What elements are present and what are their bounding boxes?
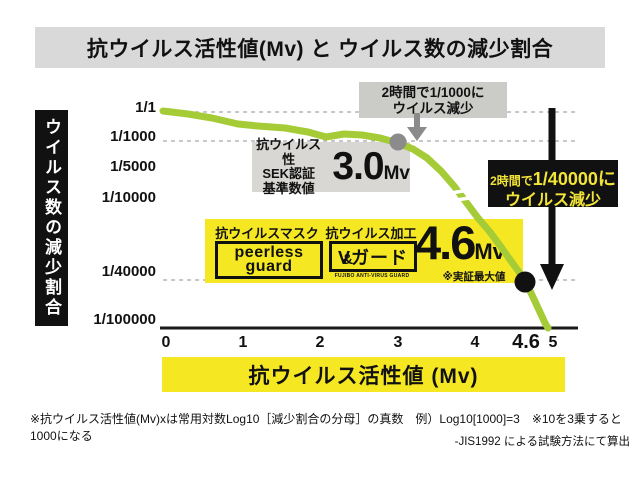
callout-reduction-1000: 2時間で1/1000に ウイルス減少 [359,82,507,118]
x-tick-0: 0 [161,334,171,351]
footnote-jis: -JIS1992 による試験方法にて算出 [454,436,630,448]
y-tick-1-5000: 1/5000 [110,158,156,175]
y-tick-1-100000: 1/100000 [93,311,156,328]
sek-unit: Mv [383,163,410,184]
sek-value-row: 3.0 Mv [332,147,410,187]
sek-standard-box: 抗ウイルス性 SEK認証 基準数値 3.0 Mv [252,137,410,195]
y-tick-1-1: 1/1 [135,99,156,116]
v-guard-logo: Vガード [329,241,417,272]
x-tick-4: 4 [470,334,480,351]
callout-reduction-1000-line2: ウイルス減少 [392,101,474,116]
x-tick-5: 5 [548,334,558,351]
coating-product-label: 抗ウイルス加工 [325,226,417,241]
y-tick-1-1000: 1/1000 [110,128,156,145]
x-axis-label: 抗ウイルス活性値 (Mv) [162,357,565,392]
curve-break-mark-1 [432,186,482,198]
mask-product-label: 抗ウイルスマスク [215,226,319,241]
y-tick-1-40000: 1/40000 [101,263,156,280]
x-tick-2: 2 [315,334,325,351]
x-tick-3: 3 [393,334,403,351]
v-guard-logo-subtext: FUJIBO ANTI-VIRUS GUARD [334,273,410,279]
product-result-box: 抗ウイルスマスク peerless guard & 抗ウイルス加工 Vガード F… [205,217,523,283]
max-value: 4.6 [415,216,476,269]
peerless-guard-logo: peerless guard [215,241,323,279]
x-tick-4-6: 4.6 [512,331,540,353]
sek-value: 3.0 [332,145,384,188]
gray-arrow-head [407,127,427,141]
y-axis-label: ウイルス数の減少割合 [35,110,68,326]
callout-reduction-40000: 2時間で1/40000に ウイルス減少 [488,160,618,209]
page-title: 抗ウイルス活性値(Mv) と ウイルス数の減少割合 [35,27,605,68]
y-tick-1-10000: 1/10000 [101,189,156,206]
sek-standard-text: 抗ウイルス性 SEK認証 基準数値 [256,137,322,196]
max-value-unit: Mv [474,239,505,264]
max-value-note: ※実証最大値 [442,271,506,283]
black-arrow-head [540,264,564,290]
callout-reduction-40000-line2: ウイルス減少 [504,192,601,209]
max-value-row: 4.6 Mv [415,217,505,269]
callout-reduction-40000-line1: 2時間で1/40000に [490,169,616,189]
footnote-definition: ※抗ウイルス活性値(Mv)xは常用対数Log10［減少割合の分母］の真数 例）L… [30,412,622,443]
curve-break-mark-2 [432,194,482,206]
x-tick-1: 1 [238,334,248,351]
callout-reduction-1000-line1: 2時間で1/1000に [381,85,485,100]
